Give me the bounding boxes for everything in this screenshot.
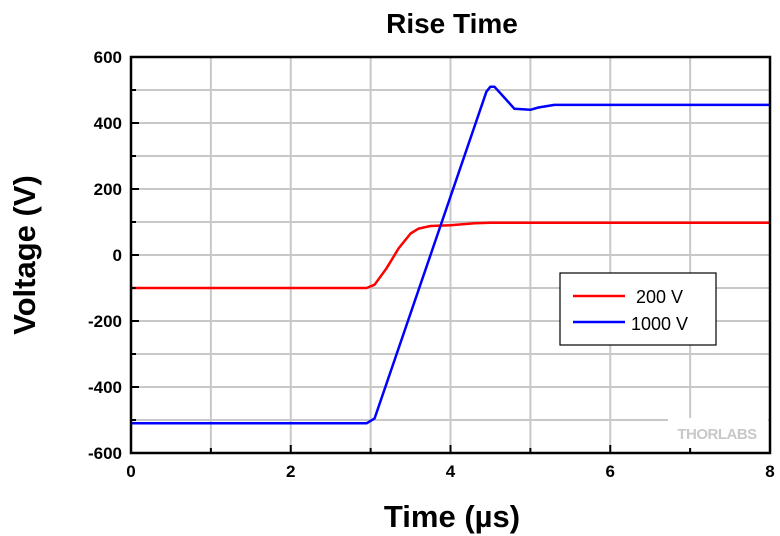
tick-labels: 0 2 4 6 8 -600 -400 -200 0 200 400 600 <box>88 48 775 481</box>
y-axis-label: Voltage (V) <box>7 175 42 335</box>
series-line-200v <box>131 221 770 290</box>
legend-label-1000v: 1000 V <box>631 314 688 334</box>
axes <box>129 55 772 455</box>
y-tick-label: 0 <box>113 246 122 265</box>
x-tick-label: 0 <box>126 462 135 481</box>
y-tick-label: 200 <box>94 180 122 199</box>
y-tick-label: 600 <box>94 48 122 67</box>
chart-title: Rise Time <box>386 8 518 39</box>
y-tick-label: 400 <box>94 114 122 133</box>
y-tick-label: -600 <box>88 444 122 463</box>
legend: 200 V 1000 V <box>559 272 717 346</box>
x-tick-label: 2 <box>286 462 295 481</box>
series-line-1000v <box>131 85 770 425</box>
grid <box>130 56 771 454</box>
legend-label-200v: 200 V <box>636 287 683 307</box>
x-tick-label: 4 <box>446 462 456 481</box>
legend-box <box>559 272 717 346</box>
x-tick-label: 8 <box>765 462 774 481</box>
y-tick-label: -400 <box>88 378 122 397</box>
svg-text:THORLABS: THORLABS <box>677 426 757 443</box>
x-axis-label: Time (µs) <box>384 499 520 534</box>
y-tick-label: -200 <box>88 312 122 331</box>
series-lines <box>131 85 770 425</box>
thorlabs-logo: THORLABS <box>668 418 768 448</box>
x-tick-label: 6 <box>606 462 615 481</box>
